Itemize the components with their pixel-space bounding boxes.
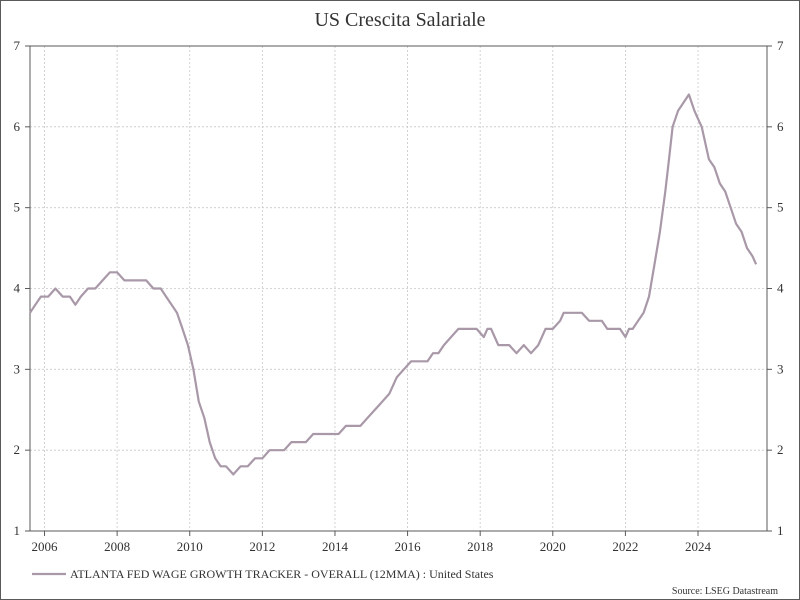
chart-title: US Crescita Salariale	[314, 9, 485, 31]
x-tick-label: 2008	[104, 539, 130, 554]
x-tick-label: 2020	[540, 539, 566, 554]
y-tick-label-left: 3	[14, 361, 21, 376]
source-note: Source: LSEG Datastream	[672, 586, 778, 597]
legend: ATLANTA FED WAGE GROWTH TRACKER - OVERAL…	[32, 567, 494, 581]
y-tick-label-left: 5	[14, 200, 21, 215]
y-tick-label-right: 1	[777, 523, 784, 538]
x-tick-label: 2018	[467, 539, 493, 554]
y-tick-label-left: 6	[14, 119, 21, 134]
y-tick-label-left: 7	[14, 38, 21, 53]
y-tick-label-right: 5	[777, 200, 784, 215]
y-tick-label-left: 1	[14, 523, 21, 538]
y-tick-label-right: 7	[777, 38, 784, 53]
y-tick-label-right: 3	[777, 361, 784, 376]
y-tick-label-left: 2	[14, 442, 21, 457]
x-tick-label: 2014	[322, 539, 349, 554]
series-line-0	[29, 93, 758, 476]
x-tick-label: 2022	[612, 539, 638, 554]
y-tick-label-right: 4	[777, 281, 784, 296]
series-layer	[29, 93, 758, 476]
axes-layer: 2006 2008 2010 2012 2014 2016 2018 2020 2022 2024…	[14, 38, 785, 554]
x-tick-label: 2012	[249, 539, 275, 554]
y-tick-label-right: 2	[777, 442, 784, 457]
y-tick-label-left: 4	[14, 281, 21, 296]
legend-label: ATLANTA FED WAGE GROWTH TRACKER - OVERAL…	[70, 567, 494, 581]
grid-layer	[30, 46, 767, 531]
x-tick-label: 2016	[395, 539, 422, 554]
x-tick-label: 2024	[685, 539, 712, 554]
y-tick-label-right: 6	[777, 119, 784, 134]
x-tick-label: 2006	[32, 539, 59, 554]
x-tick-label: 2010	[177, 539, 203, 554]
